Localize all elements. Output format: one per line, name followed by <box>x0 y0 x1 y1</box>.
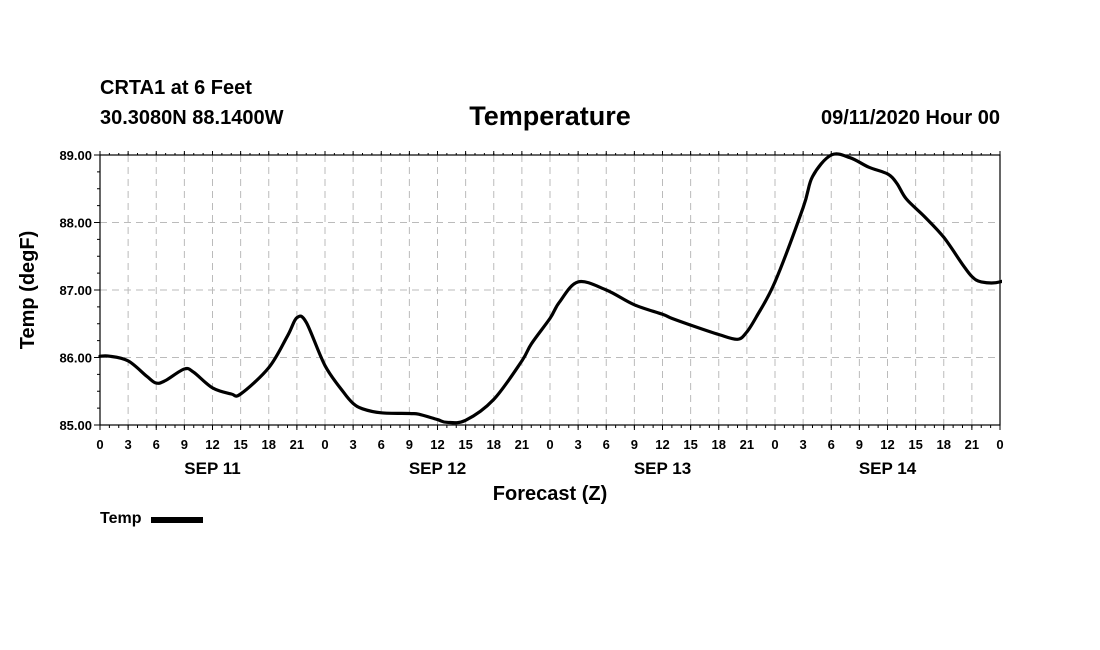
grid-lines <box>100 155 1000 425</box>
x-tick-label: 9 <box>406 437 413 452</box>
x-tick-label: 6 <box>828 437 835 452</box>
x-tick-label: 18 <box>712 437 726 452</box>
x-tick-label: 21 <box>515 437 529 452</box>
x-tick-label: 12 <box>655 437 669 452</box>
y-tick-label: 87.00 <box>59 283 92 298</box>
day-label: SEP 12 <box>409 459 466 478</box>
x-tick-label: 21 <box>965 437 979 452</box>
x-tick-label: 0 <box>321 437 328 452</box>
x-tick-label: 6 <box>378 437 385 452</box>
temp-series-line <box>98 152 1002 425</box>
x-tick-label: 9 <box>631 437 638 452</box>
axis-ticks <box>94 151 1001 430</box>
y-tick-label: 89.00 <box>59 148 92 163</box>
x-tick-label: 15 <box>458 437 472 452</box>
legend: Temp <box>100 510 204 528</box>
x-tick-label: 21 <box>740 437 754 452</box>
x-tick-label: 0 <box>996 437 1003 452</box>
day-labels: SEP 11 SEP 12 SEP 13 SEP 14 <box>184 459 916 478</box>
x-tick-label: 15 <box>683 437 697 452</box>
station-label: CRTA1 at 6 Feet <box>100 77 252 99</box>
x-tick-label: 12 <box>205 437 219 452</box>
x-axis-title: Forecast (Z) <box>493 483 607 505</box>
x-tick-label: 15 <box>908 437 922 452</box>
x-tick-label: 21 <box>290 437 304 452</box>
x-tick-label: 0 <box>546 437 553 452</box>
day-label: SEP 14 <box>859 459 917 478</box>
forecast-date-label: 09/11/2020 Hour 00 <box>820 107 1000 129</box>
x-tick-label: 12 <box>430 437 444 452</box>
x-tick-label: 3 <box>575 437 582 452</box>
chart-title: Temperature <box>469 101 631 131</box>
x-tick-label: 18 <box>937 437 951 452</box>
y-axis-title: Temp (degF) <box>17 231 39 350</box>
x-tick-label: 18 <box>262 437 276 452</box>
x-tick-label: 3 <box>125 437 132 452</box>
coordinates-label: 30.3080N 88.1400W <box>100 107 284 129</box>
y-tick-label: 85.00 <box>59 418 92 433</box>
y-tick-label: 88.00 <box>59 216 92 231</box>
x-tick-label: 18 <box>487 437 501 452</box>
day-label: SEP 11 <box>184 459 240 478</box>
x-tick-labels: 0 3 6 9 12 15 18 21 0 3 6 9 12 15 18 21 0 3 6 9 12 15 18 21 0 3 6 9… <box>96 437 1003 452</box>
x-tick-label: 12 <box>880 437 894 452</box>
x-tick-label: 3 <box>350 437 357 452</box>
x-tick-label: 9 <box>856 437 863 452</box>
x-tick-label: 0 <box>771 437 778 452</box>
y-tick-labels: 85.00 86.00 87.00 88.00 89.00 <box>59 148 92 433</box>
y-tick-label: 86.00 <box>59 351 92 366</box>
legend-swatch-temp <box>151 517 204 523</box>
x-tick-label: 6 <box>603 437 610 452</box>
x-tick-label: 6 <box>153 437 160 452</box>
x-tick-label: 0 <box>96 437 103 452</box>
legend-label-temp: Temp <box>100 510 142 527</box>
day-label: SEP 13 <box>634 459 691 478</box>
x-tick-label: 9 <box>181 437 188 452</box>
x-tick-label: 3 <box>800 437 807 452</box>
x-tick-label: 15 <box>233 437 247 452</box>
